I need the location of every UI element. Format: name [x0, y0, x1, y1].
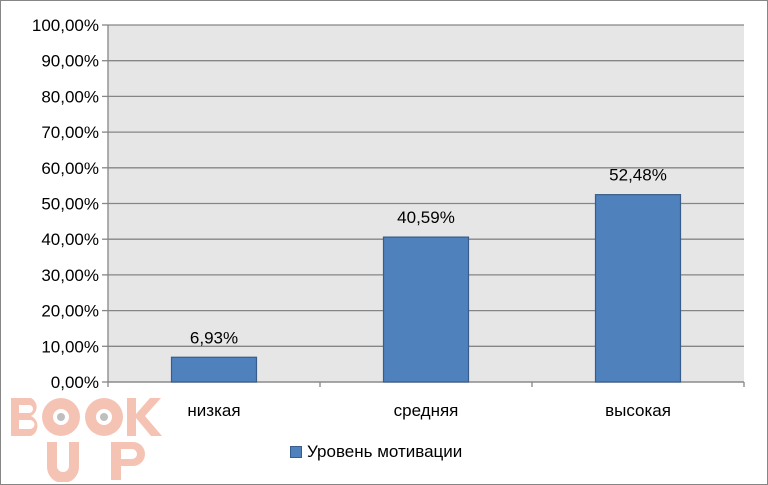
bar	[594, 194, 682, 383]
y-tick-label: 80,00%	[41, 87, 99, 106]
y-tick-label: 90,00%	[41, 52, 99, 71]
x-category-label: низкая	[187, 401, 240, 420]
y-tick-label: 0,00%	[51, 373, 99, 392]
x-category-label: средняя	[394, 401, 459, 420]
y-tick-label: 20,00%	[41, 302, 99, 321]
y-tick-label: 40,00%	[41, 230, 99, 249]
y-tick-label: 50,00%	[41, 195, 99, 214]
data-label: 40,59%	[397, 208, 455, 227]
bar	[170, 356, 258, 383]
bookup-watermark-logo	[11, 398, 162, 482]
y-tick-label: 70,00%	[41, 123, 99, 142]
bar	[382, 236, 470, 383]
y-tick-label: 100,00%	[32, 16, 99, 35]
y-tick-label: 60,00%	[41, 159, 99, 178]
plot-area: 0,00% 10,00% 20,00% 30,00% 40,00% 50,00% 60,00…	[32, 16, 745, 420]
y-tick-label: 30,00%	[41, 266, 99, 285]
data-label: 6,93%	[190, 328, 238, 347]
legend-label: Уровень мотивации	[307, 442, 463, 461]
legend-swatch	[290, 446, 302, 458]
legend: Уровень мотивации	[290, 442, 462, 462]
y-tick-label: 10,00%	[41, 337, 99, 356]
data-label: 52,48%	[609, 166, 667, 185]
x-category-label: высокая	[605, 401, 671, 420]
